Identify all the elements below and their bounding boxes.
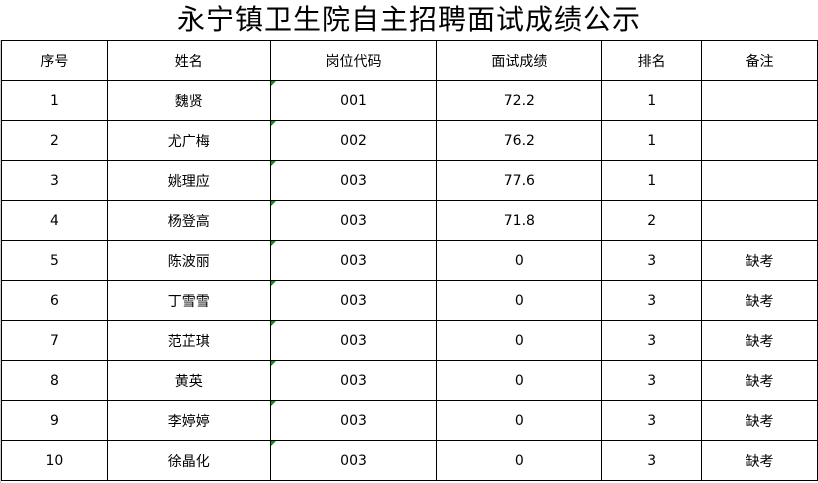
cell-remark[interactable]: 缺考	[701, 400, 818, 441]
cell-index[interactable]: 4	[1, 200, 108, 241]
cell-index[interactable]: 9	[1, 400, 108, 441]
cell-remark[interactable]	[701, 160, 818, 201]
cell-rank[interactable]: 3	[601, 440, 703, 481]
header-remark[interactable]: 备注	[701, 40, 818, 81]
header-name[interactable]: 姓名	[106, 40, 271, 81]
cell-name[interactable]: 尤广梅	[106, 120, 271, 161]
header-rank[interactable]: 排名	[601, 40, 703, 81]
cell-name[interactable]: 黄英	[106, 360, 271, 401]
cell-name[interactable]: 范芷琪	[106, 320, 271, 361]
cell-score[interactable]: 0	[436, 320, 603, 361]
table-row: 6 丁雪雪 003 0 3 缺考	[1, 280, 818, 321]
cell-score[interactable]: 0	[436, 240, 603, 281]
table-row: 8 黄英 003 0 3 缺考	[1, 360, 818, 401]
cell-position-code[interactable]: 001	[269, 80, 438, 121]
table-row: 9 李婷婷 003 0 3 缺考	[1, 400, 818, 441]
table-row: 10 徐晶化 003 0 3 缺考	[1, 440, 818, 481]
cell-position-code[interactable]: 003	[269, 280, 438, 321]
cell-index[interactable]: 1	[1, 80, 108, 121]
cell-index[interactable]: 8	[1, 360, 108, 401]
cell-rank[interactable]: 3	[601, 240, 703, 281]
cell-name[interactable]: 姚理应	[106, 160, 271, 201]
cell-position-code[interactable]: 003	[269, 320, 438, 361]
results-table: 序号 姓名 岗位代码 面试成绩 排名 备注 1 魏贤 001 72.2 1 2 尤广梅 002 76.2 1…	[1, 40, 818, 481]
cell-name[interactable]: 杨登高	[106, 200, 271, 241]
cell-remark[interactable]: 缺考	[701, 360, 818, 401]
cell-index[interactable]: 10	[1, 440, 108, 481]
table-row: 7 范芷琪 003 0 3 缺考	[1, 320, 818, 361]
cell-position-code[interactable]: 003	[269, 400, 438, 441]
cell-name[interactable]: 陈波丽	[106, 240, 271, 281]
cell-score[interactable]: 72.2	[436, 80, 603, 121]
cell-score[interactable]: 0	[436, 440, 603, 481]
cell-rank[interactable]: 1	[601, 120, 703, 161]
table-row: 2 尤广梅 002 76.2 1	[1, 120, 818, 161]
cell-index[interactable]: 3	[1, 160, 108, 201]
cell-position-code[interactable]: 003	[269, 360, 438, 401]
cell-rank[interactable]: 2	[601, 200, 703, 241]
cell-remark[interactable]: 缺考	[701, 320, 818, 361]
cell-score[interactable]: 76.2	[436, 120, 603, 161]
cell-position-code[interactable]: 003	[269, 440, 438, 481]
cell-remark[interactable]: 缺考	[701, 240, 818, 281]
header-position-code[interactable]: 岗位代码	[269, 40, 438, 81]
cell-score[interactable]: 0	[436, 360, 603, 401]
cell-position-code[interactable]: 003	[269, 240, 438, 281]
cell-index[interactable]: 2	[1, 120, 108, 161]
cell-remark[interactable]: 缺考	[701, 440, 818, 481]
cell-name[interactable]: 徐晶化	[106, 440, 271, 481]
cell-index[interactable]: 7	[1, 320, 108, 361]
cell-rank[interactable]: 3	[601, 360, 703, 401]
cell-position-code[interactable]: 003	[269, 200, 438, 241]
page-title: 永宁镇卫生院自主招聘面试成绩公示	[176, 3, 641, 36]
cell-rank[interactable]: 1	[601, 80, 703, 121]
cell-rank[interactable]: 3	[601, 320, 703, 361]
cell-rank[interactable]: 3	[601, 280, 703, 321]
header-score[interactable]: 面试成绩	[436, 40, 603, 81]
table-row: 1 魏贤 001 72.2 1	[1, 80, 818, 121]
cell-rank[interactable]: 3	[601, 400, 703, 441]
cell-position-code[interactable]: 003	[269, 160, 438, 201]
header-row: 序号 姓名 岗位代码 面试成绩 排名 备注	[1, 40, 818, 81]
cell-remark[interactable]	[701, 200, 818, 241]
table-row: 3 姚理应 003 77.6 1	[1, 160, 818, 201]
table-row: 5 陈波丽 003 0 3 缺考	[1, 240, 818, 281]
cell-score[interactable]: 0	[436, 280, 603, 321]
cell-score[interactable]: 77.6	[436, 160, 603, 201]
cell-name[interactable]: 魏贤	[106, 80, 271, 121]
header-index[interactable]: 序号	[1, 40, 108, 81]
sheet-gutter	[0, 40, 1, 483]
cell-rank[interactable]: 1	[601, 160, 703, 201]
cell-position-code[interactable]: 002	[269, 120, 438, 161]
table-row: 4 杨登高 003 71.8 2	[1, 200, 818, 241]
cell-remark[interactable]: 缺考	[701, 280, 818, 321]
cell-score[interactable]: 0	[436, 400, 603, 441]
cell-name[interactable]: 丁雪雪	[106, 280, 271, 321]
cell-index[interactable]: 6	[1, 280, 108, 321]
cell-remark[interactable]	[701, 120, 818, 161]
cell-index[interactable]: 5	[1, 240, 108, 281]
cell-remark[interactable]	[701, 80, 818, 121]
cell-name[interactable]: 李婷婷	[106, 400, 271, 441]
cell-score[interactable]: 71.8	[436, 200, 603, 241]
